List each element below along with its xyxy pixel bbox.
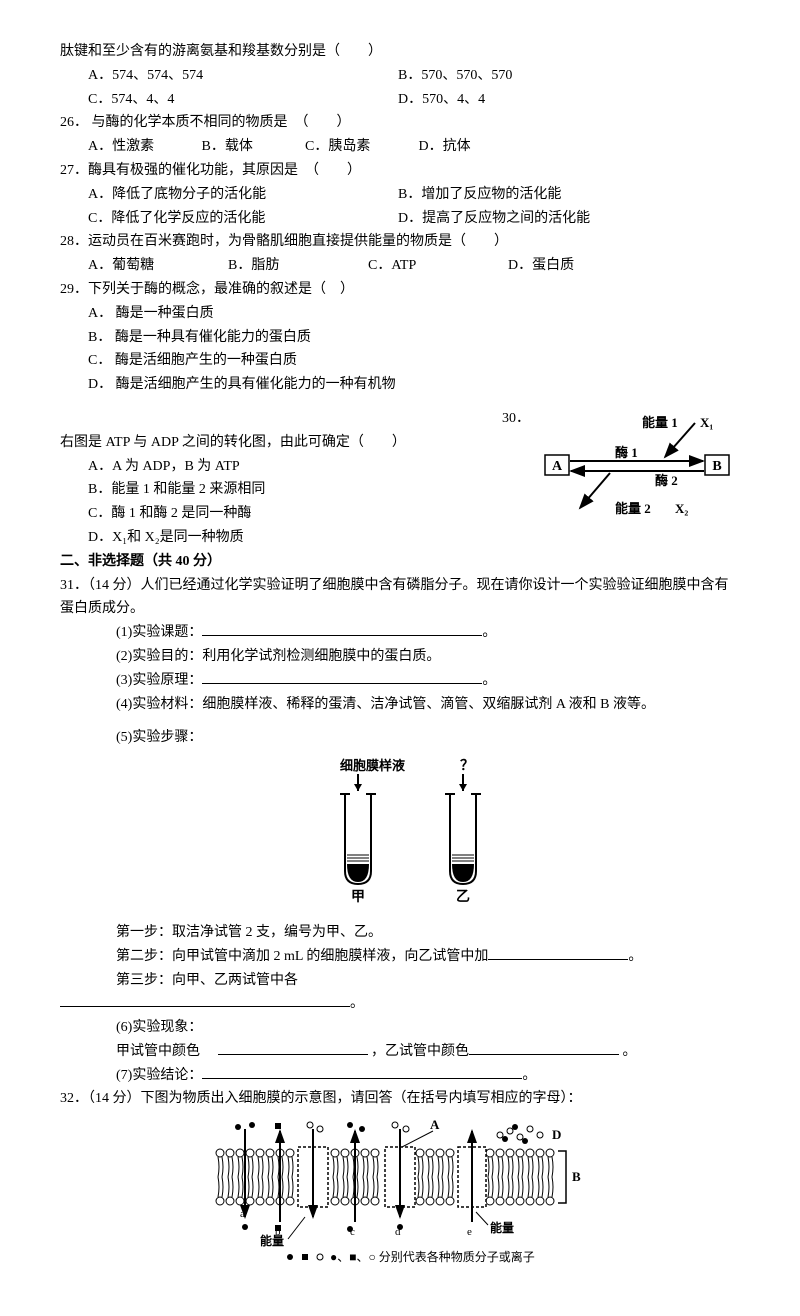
- q25-opt-b: B．570、570、570: [398, 64, 512, 88]
- q25-row1: A．574、574、574 B．570、570、570: [60, 64, 740, 88]
- q28-opt-c: C．ATP: [368, 254, 508, 278]
- q27-stem: 27．酶具有极强的催化功能，其原因是 （ ）: [60, 159, 740, 183]
- svg-text:能量: 能量: [260, 1233, 284, 1248]
- q28-opt-b: B．脂肪: [228, 254, 368, 278]
- q26-opt-d: D．抗体: [419, 135, 519, 159]
- q25-opt-a: A．574、574、574: [88, 64, 398, 88]
- q31-3-blank[interactable]: [202, 683, 482, 684]
- q31-2: (2)实验目的：利用化学试剂检测细胞膜中的蛋白质。: [60, 645, 740, 669]
- svg-text:能量 1: 能量 1: [642, 415, 678, 430]
- q31-step2-text: 第二步：向甲试管中滴加 2 mL 的细胞膜样液，向乙试管中加: [116, 949, 488, 964]
- q31-1: (1)实验课题：。: [60, 621, 740, 645]
- q31-6-jia-label: 甲试管中颜色: [116, 1044, 200, 1059]
- q30-stem: 右图是 ATP 与 ADP 之间的转化图，由此可确定（ ）: [60, 431, 540, 455]
- q32-stem: 32．（14 分）下图为物质出入细胞膜的示意图，请回答（在括号内填写相应的字母）…: [60, 1087, 740, 1111]
- q30-opt-b: B．能量 1 和能量 2 来源相同: [60, 478, 540, 502]
- atp-adp-diagram: A B 酶 1 酶 2 能量 1 X₁ 能量 2 X₂: [540, 407, 740, 532]
- q26-opt-a: A．性激素: [88, 135, 198, 159]
- q31-step3-blank[interactable]: [60, 1006, 350, 1007]
- q31-stem: 31．（14 分）人们已经通过化学实验证明了细胞膜中含有磷脂分子。现在请你设计一…: [60, 574, 740, 622]
- q25-stem: 肽键和至少含有的游离氨基和羧基数分别是（ ）: [60, 40, 740, 64]
- q31-1-label: (1)实验课题：: [116, 625, 202, 640]
- q31-step2-end: 。: [628, 949, 642, 964]
- svg-text:A: A: [552, 459, 563, 474]
- membrane-figure: A D B a b c d e: [60, 1117, 740, 1276]
- q30-container: 30． 右图是 ATP 与 ADP 之间的转化图，由此可确定（ ） A．A 为 …: [60, 407, 740, 550]
- q31-step2-blank[interactable]: [488, 959, 628, 960]
- q29-opt-a: A． 酶是一种蛋白质: [60, 302, 740, 326]
- svg-text:A: A: [430, 1117, 440, 1132]
- q28-opts: A．葡萄糖 B．脂肪 C．ATP D．蛋白质: [60, 254, 740, 278]
- q27-opt-d: D．提高了反应物之间的活化能: [398, 207, 590, 231]
- svg-text:B: B: [572, 1169, 581, 1184]
- svg-text:细胞膜样液: 细胞膜样液: [340, 758, 405, 773]
- q31-3-label: (3)实验原理：: [116, 673, 202, 688]
- q31-7-label: (7)实验结论：: [116, 1068, 202, 1083]
- q31-step3-text: 第三步：向甲、乙两试管中各: [116, 973, 298, 988]
- q31-6-end: 。: [623, 1044, 637, 1059]
- svg-text:乙: 乙: [456, 889, 470, 905]
- q29-stem: 29．下列关于酶的概念，最准确的叙述是（ ）: [60, 278, 740, 302]
- q25-row2: C．574、4、4 D．570、4、4: [60, 88, 740, 112]
- svg-text:●、■、○ 分别代表各种物质分子或离子: ●、■、○ 分别代表各种物质分子或离子: [330, 1249, 535, 1264]
- q30-opt-a: A．A 为 ADP，B 为 ATP: [60, 455, 540, 479]
- q31-4: (4)实验材料：细胞膜样液、稀释的蛋清、洁净试管、滴管、双缩脲试剂 A 液和 B…: [60, 693, 740, 717]
- q31-5: (5)实验步骤：: [60, 726, 740, 750]
- q26-stem: 26． 与酶的化学本质不相同的物质是 （ ）: [60, 111, 740, 135]
- q26-opt-b: B．载体: [202, 135, 302, 159]
- q27-opt-b: B．增加了反应物的活化能: [398, 183, 561, 207]
- q25-opt-d: D．570、4、4: [398, 88, 485, 112]
- svg-text:X₂: X₂: [675, 501, 688, 516]
- svg-text:e: e: [467, 1226, 472, 1238]
- test-tubes-figure: 细胞膜样液 ？ 甲 乙: [60, 756, 740, 915]
- q29-opt-c: C． 酶是活细胞产生的一种蛋白质: [60, 349, 740, 373]
- svg-text:酶 1: 酶 1: [615, 445, 638, 460]
- q31-step3: 第三步：向甲、乙两试管中各: [60, 969, 740, 993]
- section-2-title: 二、非选择题（共 40 分）: [60, 550, 740, 574]
- q31-6-yi-label: ，乙试管中颜色: [371, 1044, 469, 1059]
- q27-row2: C．降低了化学反应的活化能 D．提高了反应物之间的活化能: [60, 207, 740, 231]
- q31-1-blank[interactable]: [202, 635, 482, 636]
- q27-opt-a: A．降低了底物分子的活化能: [88, 183, 398, 207]
- q31-6-row: 甲试管中颜色 ，乙试管中颜色 。: [60, 1040, 740, 1064]
- q29-opt-b: B． 酶是一种具有催化能力的蛋白质: [60, 326, 740, 350]
- q28-stem: 28．运动员在百米赛跑时，为骨骼肌细胞直接提供能量的物质是（ ）: [60, 230, 740, 254]
- q31-step2: 第二步：向甲试管中滴加 2 mL 的细胞膜样液，向乙试管中加 。: [60, 945, 740, 969]
- q31-6-jia-blank[interactable]: [218, 1054, 368, 1055]
- q28-opt-d: D．蛋白质: [508, 254, 648, 278]
- q31-step3-blank-row: 。: [60, 992, 740, 1016]
- q30-opt-c: C．酶 1 和酶 2 是同一种酶: [60, 502, 540, 526]
- svg-text:能量 2: 能量 2: [615, 501, 651, 516]
- q26-opt-c: C．胰岛素: [305, 135, 415, 159]
- svg-text:D: D: [552, 1127, 561, 1142]
- q31-step1: 第一步：取洁净试管 2 支，编号为甲、乙。: [60, 921, 740, 945]
- svg-text:酶 2: 酶 2: [655, 473, 678, 488]
- q30-number: 30．: [60, 407, 540, 431]
- q25-opt-c: C．574、4、4: [88, 88, 398, 112]
- q31-6-yi-blank[interactable]: [469, 1054, 619, 1055]
- svg-text:能量: 能量: [490, 1220, 514, 1235]
- svg-text:甲: 甲: [351, 889, 365, 905]
- q31-7: (7)实验结论：。: [60, 1064, 740, 1088]
- svg-text:B: B: [712, 459, 721, 474]
- q31-step3-end: 。: [350, 996, 364, 1011]
- q28-opt-a: A．葡萄糖: [88, 254, 228, 278]
- svg-text:？: ？: [460, 758, 474, 774]
- q29-opt-d: D． 酶是活细胞产生的具有催化能力的一种有机物: [60, 373, 740, 397]
- svg-text:X₁: X₁: [700, 415, 713, 430]
- q31-6-label: (6)实验现象：: [60, 1016, 740, 1040]
- svg-text:a: a: [240, 1208, 245, 1220]
- q31-3: (3)实验原理：。: [60, 669, 740, 693]
- q30-opt-d: D．X₁和 X₂是同一种物质: [60, 526, 540, 550]
- q27-row1: A．降低了底物分子的活化能 B．增加了反应物的活化能: [60, 183, 740, 207]
- q27-opt-c: C．降低了化学反应的活化能: [88, 207, 398, 231]
- q31-7-blank[interactable]: [202, 1078, 522, 1079]
- q26-opts: A．性激素 B．载体 C．胰岛素 D．抗体: [60, 135, 740, 159]
